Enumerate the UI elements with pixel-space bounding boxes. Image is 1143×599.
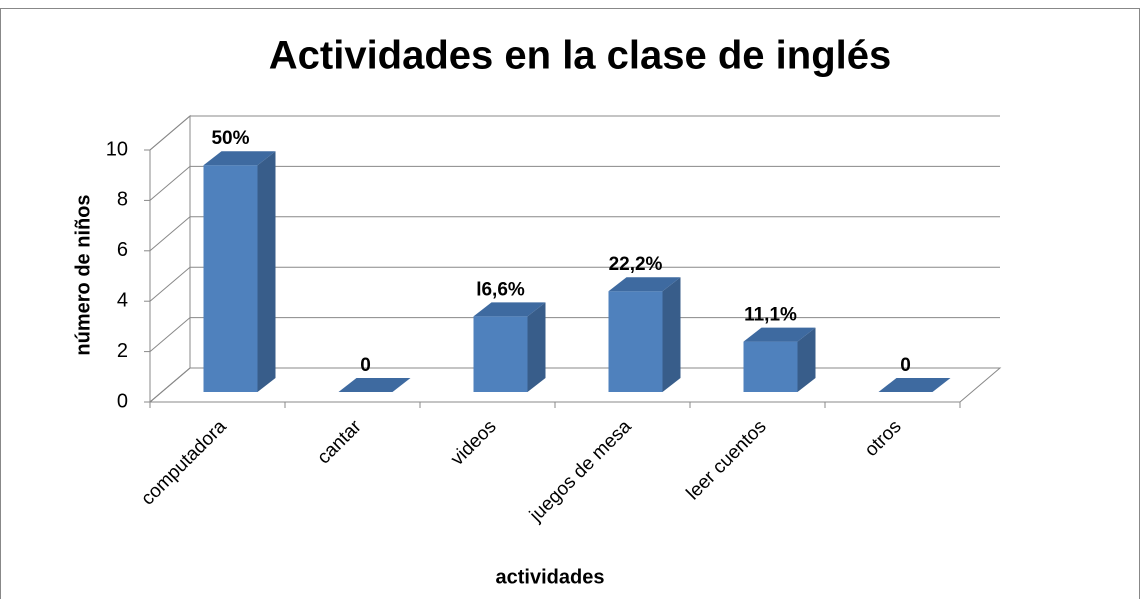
data-label: 50%: [211, 128, 249, 149]
bar-front: [608, 291, 663, 392]
data-label: l6,6%: [476, 279, 525, 300]
bar-top: [203, 151, 276, 166]
data-label: 0: [360, 355, 371, 376]
bar-side: [662, 277, 681, 392]
y-tick-label: 2: [117, 340, 128, 362]
bar-side: [797, 327, 816, 392]
chart-border: [0, 8, 1140, 599]
data-label: 11,1%: [744, 305, 797, 326]
y-tick-label: 8: [117, 189, 128, 211]
bar-top: [338, 378, 411, 392]
chart-title: Actividades en la clase de inglés: [269, 34, 892, 78]
grid-line-side: [149, 367, 191, 403]
bar-top: [473, 302, 546, 317]
bar-top: [743, 327, 816, 342]
y-tick-label: 4: [117, 289, 128, 311]
bar-front: [743, 341, 798, 392]
data-label: 0: [900, 355, 911, 376]
grid-line-side: [149, 166, 191, 201]
bar-top: [608, 277, 681, 292]
bar-top: [878, 378, 951, 392]
y-axis-title: número de niños: [72, 194, 94, 355]
y-tick-label: 10: [106, 138, 128, 160]
bar-side: [257, 151, 276, 392]
y-tick-label: 0: [117, 390, 128, 412]
data-label: 22,2%: [609, 254, 663, 275]
x-axis-title: actividades: [496, 566, 605, 588]
bar-front: [473, 316, 528, 392]
grid-line-side: [149, 115, 191, 151]
y-tick-label: 6: [117, 239, 128, 261]
grid-line-side: [149, 317, 191, 352]
bar-front: [203, 165, 258, 392]
grid-line-side: [149, 266, 191, 302]
bar-side: [527, 302, 546, 392]
grid-line-side: [149, 216, 191, 252]
